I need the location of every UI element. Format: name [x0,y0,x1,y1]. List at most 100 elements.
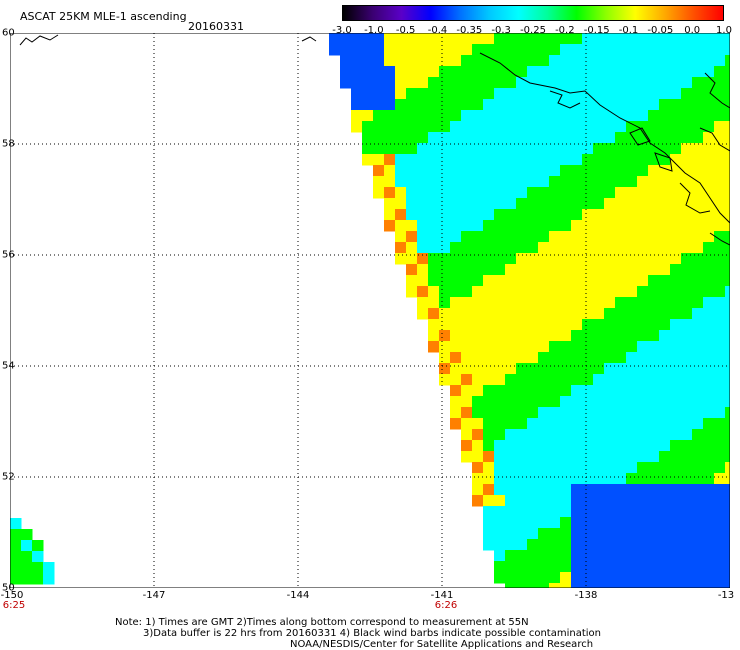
swath-cell [428,88,440,100]
swath-cell [494,77,506,89]
swath-cell [604,264,616,276]
swath-cell [604,352,616,364]
swath-cell [692,517,704,529]
swath-cell [516,264,528,276]
swath-cell [538,561,550,573]
swath-cell [615,297,627,309]
swath-cell [450,99,462,111]
swath-cell [560,572,572,584]
time-label: 6:25 [2,600,26,611]
swath-cell [560,341,572,353]
swath-cell [626,462,638,474]
swath-cell [439,132,451,144]
swath-cell [604,374,616,386]
swath-cell [593,396,605,408]
swath-cell [395,88,407,100]
coastline-segment [709,232,730,246]
swath-cell [604,363,616,375]
swath-cell [472,143,484,155]
swath-cell [549,583,561,588]
swath-cell [527,286,539,298]
swath-cell [505,385,517,397]
lat-lon-grid [10,33,730,588]
swath-cell [439,330,451,342]
swath-cell [483,143,495,155]
swath-cell [648,506,660,518]
swath-cell [604,583,616,588]
swath-cell [725,407,730,419]
swath-cell [703,418,715,430]
swath-cell [417,220,429,232]
swath-cell [406,121,418,133]
swath-cell [604,550,616,562]
swath-cell [450,286,462,298]
swath-cell [527,319,539,331]
swath-cell [659,44,671,56]
swath-cell [637,286,649,298]
swath-cell [538,429,550,441]
swath-cell [373,44,385,56]
swath-cell [329,44,341,56]
swath-cell [351,77,363,89]
swath-cell [439,341,451,353]
swath-cell [615,561,627,573]
swath-cell [483,110,495,122]
swath-cell [670,539,682,551]
swath-cell [538,352,550,364]
swath-cell [549,418,561,430]
swath-cell [549,297,561,309]
swath-cell [725,561,730,573]
swath-cell [703,451,715,463]
swath-cell [637,198,649,210]
swath-cell [703,154,715,166]
swath-cell [692,66,704,78]
swath-cell [406,143,418,155]
swath-cell [692,330,704,342]
swath-cell [362,154,374,166]
swath-cell [582,121,594,133]
swath-cell [714,154,726,166]
swath-cell [538,110,550,122]
swath-cell [571,363,583,375]
swath-cell [417,88,429,100]
swath-cell [439,110,451,122]
swath-cell [615,484,627,496]
swath-cell [593,319,605,331]
swath-cell [560,33,572,45]
swath-cell [527,231,539,243]
swath-cell [670,176,682,188]
swath-cell [560,110,572,122]
swath-cell [626,484,638,496]
swath-cell [648,209,660,221]
swath-cell [406,231,418,243]
swath-cell [560,462,572,474]
swath-cell [659,352,671,364]
swath-cell [527,484,539,496]
color-scale-label: -0.1 [618,25,639,36]
swath-cell [560,528,572,540]
swath-cell [538,528,550,540]
swath-cell [659,484,671,496]
swath-cell [659,572,671,584]
swath-cell [670,77,682,89]
swath-cell [538,385,550,397]
swath-cell [549,55,561,67]
swath-cell [648,451,660,463]
swath-cell [670,429,682,441]
swath-cell [527,55,539,67]
swath-cell [549,198,561,210]
swath-cell [703,572,715,584]
swath-cell [582,242,594,254]
swath-cell [582,341,594,353]
swath-cell [670,407,682,419]
swath-cell [659,407,671,419]
swath-cell [516,110,528,122]
swath-cell [582,253,594,265]
swath-cell [472,253,484,265]
swath-cell [637,484,649,496]
swath-cell [571,209,583,221]
swath-cell [538,77,550,89]
swath-cell [626,143,638,155]
swath-cell [582,561,594,573]
swath-cell [703,231,715,243]
